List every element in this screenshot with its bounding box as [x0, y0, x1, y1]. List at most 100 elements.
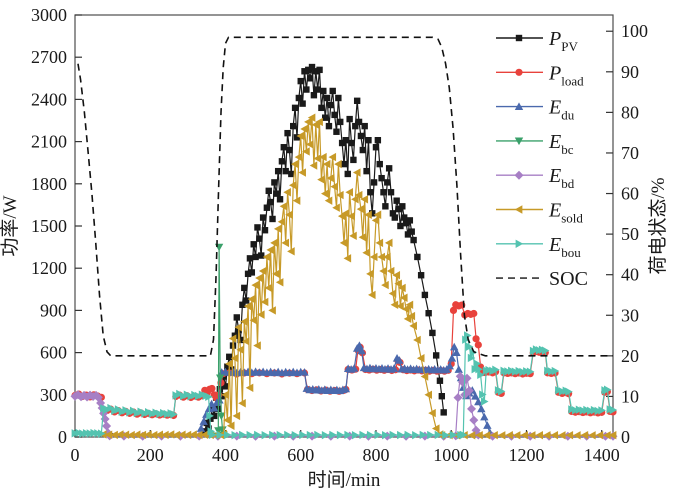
- marker-triangle-right: [449, 430, 458, 440]
- marker-triangle-left: [379, 266, 387, 276]
- marker-square: [367, 189, 374, 196]
- x-tick-label: 1000: [433, 445, 469, 465]
- legend-item-E_bd: Ebd: [496, 165, 575, 191]
- y-left-axis: 0 300 600 900 1200 1500 1800 2100 2400 2700 3000 功率…: [0, 5, 82, 447]
- marker-square: [355, 118, 363, 126]
- marker-triangle-left: [360, 195, 369, 204]
- marker-square: [335, 94, 342, 102]
- x-tick-label: 200: [137, 445, 164, 465]
- marker-triangle-left: [349, 231, 357, 241]
- marker-triangle-left: [273, 224, 282, 234]
- marker-triangle-right: [609, 405, 618, 415]
- marker-square: [254, 224, 261, 231]
- marker-square: [224, 363, 231, 370]
- marker-square: [305, 66, 312, 74]
- marker-square: [248, 269, 256, 276]
- marker-triangle-up: [389, 364, 399, 372]
- marker-triangle-left: [377, 252, 385, 262]
- marker-square: [295, 94, 303, 102]
- y-left-tick-label: 300: [40, 385, 67, 405]
- marker-square: [276, 196, 284, 203]
- y-right-axis: 0 10 20 30 40 50 60 70 80 90 100 荷电状态/%: [606, 21, 669, 447]
- marker-triangle-left: [351, 195, 359, 204]
- marker-triangle-up: [349, 364, 359, 372]
- marker-triangle-right: [239, 430, 247, 440]
- marker-square: [365, 136, 372, 144]
- marker-triangle-up: [483, 421, 492, 429]
- marker-triangle-left: [542, 431, 551, 440]
- marker-square: [385, 165, 393, 172]
- marker-triangle-right: [382, 430, 390, 440]
- marker-triangle-left: [127, 430, 135, 440]
- marker-square: [417, 272, 425, 279]
- marker-triangle-right: [216, 430, 225, 440]
- marker-triangle-left: [497, 431, 506, 440]
- marker-square: [286, 146, 293, 154]
- marker-triangle-left: [398, 283, 406, 293]
- marker-square: [226, 353, 233, 361]
- legend-item-E_bc: Ebc: [496, 131, 574, 157]
- marker-triangle-up: [210, 403, 219, 412]
- y-left-tick-label: 3000: [31, 5, 67, 25]
- marker-triangle-left: [236, 345, 244, 354]
- marker-triangle-left: [326, 173, 335, 183]
- y-left-tick-label: 1500: [31, 216, 67, 236]
- marker-triangle-left: [290, 159, 299, 169]
- marker-square: [369, 210, 376, 217]
- marker-triangle-left: [396, 301, 404, 311]
- marker-square: [350, 156, 357, 164]
- y-left-tick-label: 0: [58, 427, 67, 447]
- marker-square: [342, 136, 350, 144]
- marker-triangle-left: [573, 431, 581, 440]
- marker-triangle-left: [384, 238, 393, 248]
- marker-triangle-right: [306, 430, 315, 440]
- marker-triangle-right: [254, 430, 262, 440]
- y-left-tick-label: 1800: [31, 174, 67, 194]
- marker-triangle-right: [603, 385, 612, 394]
- marker-circle: [474, 341, 482, 349]
- marker-square: [314, 86, 321, 93]
- marker-triangle-left: [255, 273, 263, 283]
- marker-triangle-left: [266, 245, 274, 255]
- marker-triangle-left: [550, 430, 559, 440]
- marker-circle: [449, 306, 458, 314]
- y-left-tick-label: 600: [40, 343, 67, 363]
- marker-triangle-left: [292, 196, 301, 205]
- y-left-tick-label: 1200: [31, 258, 67, 278]
- marker-triangle-left: [514, 205, 523, 214]
- marker-triangle-left: [257, 310, 265, 319]
- marker-triangle-left: [166, 430, 175, 439]
- marker-square: [440, 409, 447, 416]
- marker-square: [346, 115, 353, 123]
- marker-square: [344, 170, 351, 178]
- y-right-tick-label: 100: [621, 21, 648, 41]
- marker-triangle-left: [354, 190, 363, 200]
- y-right-tick-label: 80: [621, 102, 639, 122]
- marker-triangle-left: [341, 209, 350, 218]
- marker-square: [273, 190, 280, 197]
- marker-triangle-right: [541, 346, 550, 355]
- marker-triangle-left: [356, 204, 365, 214]
- marker-triangle-left: [225, 359, 233, 369]
- legend-item-P_load: Pload: [496, 62, 584, 88]
- marker-square: [284, 129, 291, 137]
- marker-triangle-left: [535, 430, 543, 440]
- marker-square: [378, 174, 385, 182]
- legend-item-P_PV: PPV: [496, 28, 578, 54]
- marker-triangle-left: [373, 210, 382, 219]
- marker-triangle-up: [454, 365, 463, 373]
- legend-label-E_bd: Ebd: [548, 165, 575, 191]
- marker-square: [263, 204, 271, 211]
- y-right-tick-label: 70: [621, 143, 639, 163]
- marker-square: [310, 91, 318, 99]
- y-right-tick-label: 20: [621, 346, 639, 366]
- marker-square: [393, 197, 400, 204]
- marker-square: [267, 198, 274, 206]
- marker-square: [242, 297, 250, 304]
- marker-triangle-left: [138, 430, 147, 440]
- marker-square: [291, 104, 299, 112]
- marker-square: [400, 214, 408, 221]
- marker-triangle-left: [399, 293, 408, 302]
- marker-triangle-left: [304, 117, 312, 127]
- marker-triangle-right: [374, 430, 383, 440]
